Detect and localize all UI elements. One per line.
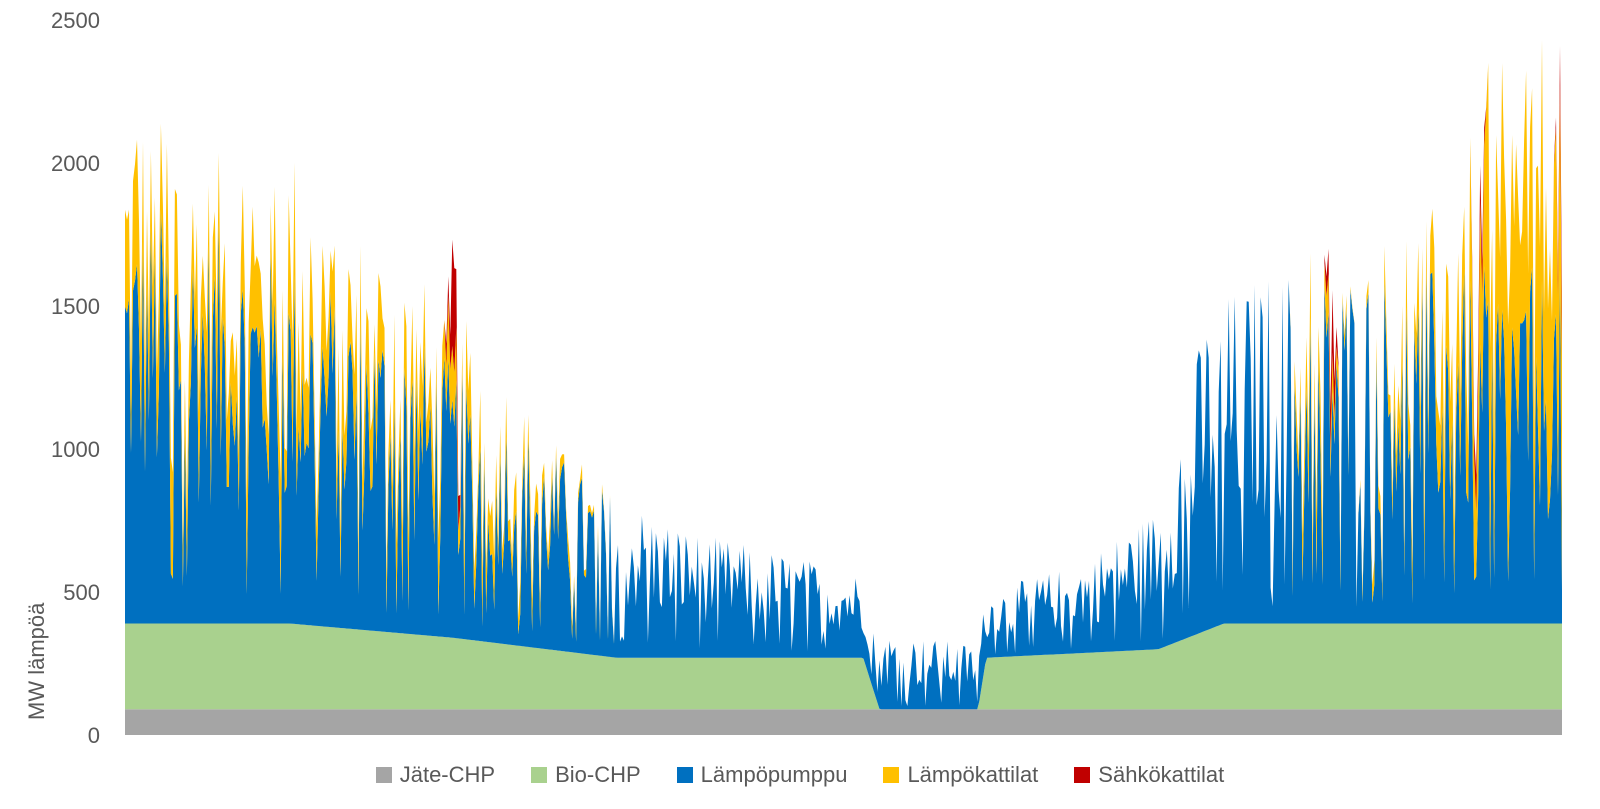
y-tick-label: 1000 xyxy=(51,437,100,462)
legend-item: Jäte-CHP xyxy=(375,762,496,788)
series-area-1 xyxy=(125,709,1562,735)
legend-label: Sähkökattilat xyxy=(1098,762,1225,787)
y-tick-label: 1500 xyxy=(51,294,100,319)
legend-swatch xyxy=(1074,767,1091,783)
legend-swatch xyxy=(676,767,693,783)
legend-swatch xyxy=(883,767,900,783)
series-area-3 xyxy=(125,209,1562,710)
legend-swatch xyxy=(375,767,392,783)
legend-item: Lämpöpumppu xyxy=(676,762,848,788)
legend-label: Bio-CHP xyxy=(555,762,641,787)
legend: Jäte-CHP Bio-CHP Lämpöpumppu Lämpökattilat S… xyxy=(0,758,1600,792)
legend-label: Jäte-CHP xyxy=(399,762,496,787)
y-tick-label: 500 xyxy=(63,580,100,605)
legend-item: Bio-CHP xyxy=(531,762,641,788)
y-tick-label: 2000 xyxy=(51,151,100,176)
legend-item: Sähkökattilat xyxy=(1074,762,1224,788)
legend-swatch xyxy=(531,767,548,783)
legend-item: Lämpökattilat xyxy=(883,762,1038,788)
y-tick-label: 0 xyxy=(88,723,100,748)
series-area-2 xyxy=(125,623,1562,710)
series-area-4 xyxy=(125,39,1562,706)
legend-label: Lämpöpumppu xyxy=(700,762,848,787)
y-tick-label: 2500 xyxy=(51,8,100,33)
legend-label: Lämpökattilat xyxy=(907,762,1039,787)
plot-area xyxy=(125,39,1562,735)
y-axis: 0 500 1000 1500 2000 2500 xyxy=(51,8,100,748)
y-axis-label: MW lämpöä xyxy=(24,602,49,720)
